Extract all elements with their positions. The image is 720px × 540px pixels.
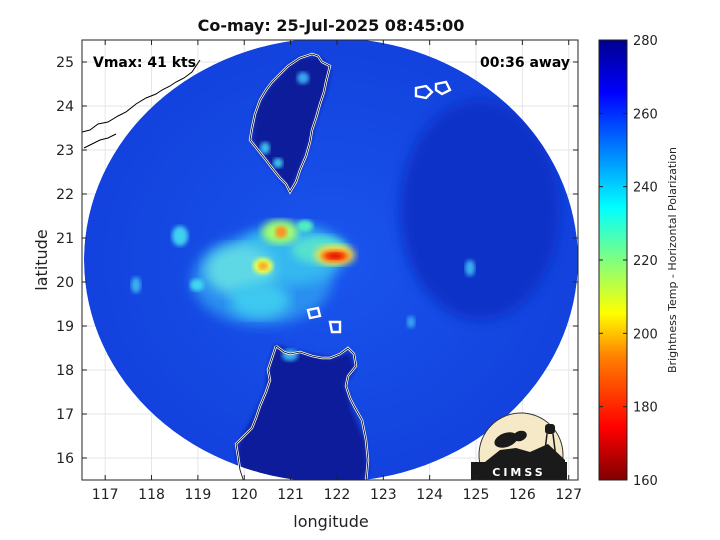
y-tick-label: 16 <box>56 451 74 467</box>
y-tick-label: 22 <box>56 187 74 203</box>
time-label: 00:36 away <box>480 55 570 71</box>
microwave-scan-swath <box>84 40 578 480</box>
y-tick-label: 18 <box>56 363 74 379</box>
coastline-black-core <box>235 53 369 480</box>
y-tick-label: 24 <box>56 99 74 115</box>
colorbar-tick-label: 220 <box>633 254 658 269</box>
y-tick-label: 21 <box>56 231 74 247</box>
x-tick-label: 118 <box>138 487 165 503</box>
china-coastline-inner <box>83 133 117 149</box>
y-tick-label: 17 <box>56 407 74 423</box>
y-tick-label: 20 <box>56 275 74 291</box>
axis-ticks: 117 118 119 120 121 122 123 124 125 126 127 16 17 18 1… <box>56 40 582 503</box>
logo-text: CIMSS <box>492 466 545 479</box>
coastline-outline <box>82 59 201 149</box>
x-tick-label: 119 <box>185 487 212 503</box>
y-tick-label: 19 <box>56 319 74 335</box>
axes-frame <box>81 39 579 481</box>
colorbar-tick-label: 200 <box>633 327 658 342</box>
x-tick-label: 124 <box>416 487 443 503</box>
colorbar-ticks: 280 260 240 220 200 180 160 <box>599 34 658 489</box>
colorbar <box>598 39 628 481</box>
x-tick-label: 126 <box>509 487 536 503</box>
y-tick-label: 23 <box>56 143 74 159</box>
colorbar-tick-label: 280 <box>633 34 658 49</box>
x-tick-label: 121 <box>277 487 304 503</box>
colorbar-tick-label: 240 <box>633 181 658 196</box>
x-tick-label: 123 <box>370 487 397 503</box>
colorbar-tick-label: 180 <box>633 401 658 416</box>
cimss-logo: CIMSS <box>471 412 567 480</box>
x-tick-label: 122 <box>324 487 351 503</box>
y-axis-label: latitude <box>32 229 51 290</box>
logo-satellite-dish <box>494 432 518 448</box>
colorbar-tick-label: 260 <box>633 107 658 122</box>
colorbar-tick-label: 160 <box>633 474 658 489</box>
china-coastline <box>82 59 201 133</box>
x-axis-label: longitude <box>293 512 368 531</box>
x-tick-label: 117 <box>92 487 119 503</box>
x-tick-label: 120 <box>231 487 258 503</box>
ryukyu-island-2 <box>434 80 452 96</box>
ryukyu-island <box>414 84 434 100</box>
figure-title: Co-may: 25-Jul-2025 08:45:00 <box>198 16 465 35</box>
taiwan-land-temperature <box>252 56 330 192</box>
x-tick-label: 125 <box>463 487 490 503</box>
babuyan-island <box>306 306 322 320</box>
babuyan-island-2 <box>328 320 342 334</box>
vmax-label: Vmax: 41 kts <box>93 55 196 71</box>
x-tick-label: 127 <box>555 487 582 503</box>
logo-water-tower <box>545 424 555 434</box>
colorbar-label: Brightness Temp - Horizontal Polarizatio… <box>666 147 679 373</box>
y-tick-label: 25 <box>56 55 74 71</box>
